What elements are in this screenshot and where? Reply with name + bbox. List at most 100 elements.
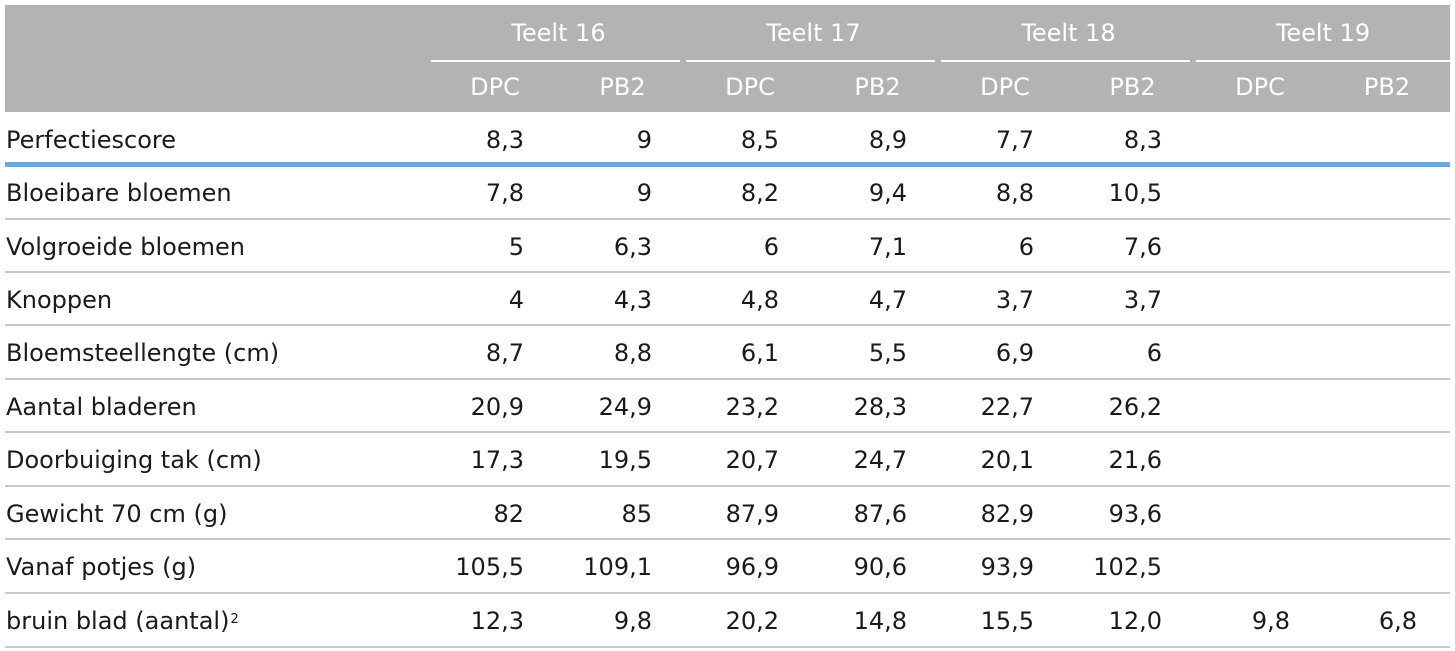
table-cell: 24,7: [853, 446, 907, 474]
row-divider: [5, 646, 1450, 648]
table-cell: 15,5: [980, 607, 1034, 635]
table-cell: 5: [508, 232, 524, 261]
group-header-teelt-16: Teelt 16: [511, 18, 606, 47]
table-cell: 20,2: [725, 607, 779, 635]
row-label: Bloemsteellengte (cm): [6, 327, 279, 379]
footnote-marker: 2: [230, 611, 239, 627]
table-cell: 23,2: [725, 392, 779, 421]
table-cell: 19,5: [598, 446, 652, 474]
table-cell: 105,5: [455, 553, 524, 581]
group-header-teelt-19: Teelt 19: [1275, 18, 1371, 47]
table-cell: 10,5: [1108, 179, 1162, 207]
table-cell: 6,9: [995, 339, 1034, 367]
table-row: Volgroeide bloemen 5 6,3 6 7,1 6 7,6: [5, 221, 1450, 272]
table-row: Gewicht 70 cm (g) 82 85 87,9 87,6 82,9 93,6: [5, 488, 1450, 539]
table-cell: 5,5: [868, 339, 907, 367]
table-cell: 4,8: [740, 285, 779, 314]
table-cell: 102,5: [1093, 553, 1162, 581]
table-cell: 7,8: [485, 179, 524, 207]
table-cell: 4: [508, 285, 524, 314]
row-label: Gewicht 70 cm (g): [6, 488, 227, 539]
subheader-pb2: PB2: [1363, 73, 1411, 101]
group-underline: [431, 60, 680, 62]
row-divider: [5, 592, 1450, 594]
table-cell: 8,3: [485, 125, 524, 154]
table-cell: 7,1: [868, 232, 907, 261]
table-cell: 82: [493, 499, 524, 528]
row-label: Doorbuiging tak (cm): [6, 434, 262, 486]
row-label: Bloeibare bloemen: [6, 167, 232, 219]
table-cell: [1170, 327, 1290, 379]
table-cell: [1297, 113, 1417, 166]
table-cell: 4,3: [613, 285, 652, 314]
table-row: Doorbuiging tak (cm) 17,3 19,5 20,7 24,7 20,1…: [5, 434, 1450, 486]
table-row: bruin blad (aantal) 2 12,3 9,8 20,2 14,8 15,5 1…: [5, 595, 1450, 647]
subheader-dpc: DPC: [1235, 73, 1285, 101]
table-cell: [1170, 381, 1290, 432]
table-cell: 6: [763, 232, 779, 261]
table-cell: 26,2: [1108, 392, 1162, 421]
row-label: Knoppen: [6, 274, 112, 325]
row-label-text: Perfectiescore: [6, 125, 176, 154]
table-cell: 4,7: [868, 285, 907, 314]
row-divider: [5, 324, 1450, 326]
row-label-text: Volgroeide bloemen: [6, 232, 245, 261]
table-cell: 8,3: [1123, 125, 1162, 154]
table-cell: 7,7: [995, 125, 1034, 154]
row-divider: [5, 271, 1450, 273]
table-cell: 6,3: [613, 232, 652, 261]
table-cell: 9,4: [868, 179, 907, 207]
row-divider: [5, 378, 1450, 380]
table-cell: 82,9: [980, 499, 1034, 528]
table-cell: 6: [1018, 232, 1034, 261]
table-cell: 8,8: [995, 179, 1034, 207]
row-divider: [5, 218, 1450, 220]
table-cell: 6: [1146, 339, 1162, 367]
row-label-text: Bloeibare bloemen: [6, 179, 232, 207]
table-cell: 20,9: [470, 392, 524, 421]
table-cell: 6,1: [740, 339, 779, 367]
subheader-dpc: DPC: [470, 73, 520, 101]
table-cell: 87,9: [725, 499, 779, 528]
row-label-text: Doorbuiging tak (cm): [6, 446, 262, 474]
table-cell: 6,8: [1378, 607, 1417, 635]
table-cell: 87,6: [853, 499, 907, 528]
table-cell: 96,9: [725, 553, 779, 581]
table-cell: 8,5: [740, 125, 779, 154]
table-cell: [1170, 434, 1290, 486]
table-row: Bloemsteellengte (cm) 8,7 8,8 6,1 5,5 6,9 6: [5, 327, 1450, 379]
table-cell: 109,1: [583, 553, 652, 581]
group-underline: [941, 60, 1190, 62]
table-row: Perfectiescore 8,3 9 8,5 8,9 7,7 8,3: [5, 113, 1450, 166]
section-divider: [5, 162, 1450, 167]
table-cell: 22,7: [980, 392, 1034, 421]
row-label: bruin blad (aantal) 2: [6, 595, 239, 647]
row-label: Aantal bladeren: [6, 381, 197, 432]
table-row: Knoppen 4 4,3 4,8 4,7 3,7 3,7: [5, 274, 1450, 325]
row-label: Perfectiescore: [6, 113, 176, 166]
table-cell: 21,6: [1108, 446, 1162, 474]
group-header-teelt-18: Teelt 18: [1021, 18, 1116, 47]
table-cell: 8,7: [485, 339, 524, 367]
table-cell: 9,8: [613, 607, 652, 635]
table-cell: [1170, 541, 1290, 593]
table-row: Aantal bladeren 20,9 24,9 23,2 28,3 22,7 26,2: [5, 381, 1450, 432]
row-label-text: Bloemsteellengte (cm): [6, 339, 280, 367]
subheader-pb2: PB2: [854, 73, 901, 101]
table-cell: [1170, 113, 1290, 166]
table-cell: [1297, 541, 1417, 593]
row-label-text: Gewicht 70 cm (g): [6, 499, 228, 528]
table-cell: 7,6: [1123, 232, 1162, 261]
table-cell: 9: [636, 125, 652, 154]
table-cell: 12,0: [1108, 607, 1162, 635]
table-cell: 28,3: [853, 392, 907, 421]
table-cell: [1170, 274, 1290, 325]
row-divider: [5, 538, 1450, 540]
table-row: Vanaf potjes (g) 105,5 109,1 96,9 90,6 93,9 10…: [5, 541, 1450, 593]
subheader-dpc: DPC: [725, 73, 775, 101]
table-cell: 9: [636, 179, 652, 207]
table-cell: 20,7: [725, 446, 779, 474]
table-cell: 90,6: [853, 553, 907, 581]
group-header-teelt-17: Teelt 17: [766, 18, 861, 47]
table-row: Bloeibare bloemen 7,8 9 8,2 9,4 8,8 10,5: [5, 167, 1450, 219]
